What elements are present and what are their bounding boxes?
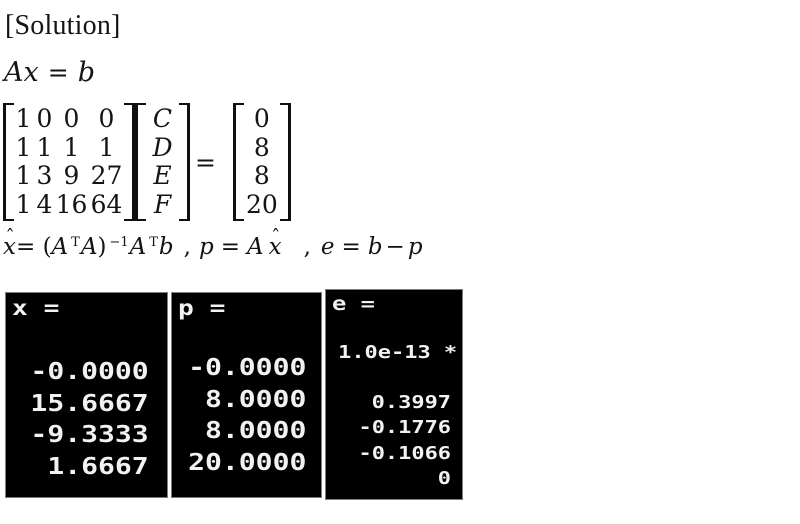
matrix-cell: 1 [15,189,32,219]
vector-cell: C [152,104,173,133]
vector-cell: 8 [253,161,270,190]
formula-A: A [129,234,147,260]
vector-cell: 8 [253,132,270,162]
matrix-cell: 27 [90,161,123,190]
formula-A: A [51,234,69,260]
value-line: 8.0000 [204,386,307,413]
left-bracket [135,103,146,221]
minus-sign: − [385,234,405,260]
matrix-cell: 1 [15,104,32,133]
hat-accent: ˆ [5,226,15,249]
panel-x-header: x = [12,296,60,320]
matrix-cell: 1 [15,161,32,190]
vector-b: 0 8 8 20 [232,103,291,221]
matrix-cell: 4 [36,189,53,219]
formula-b: b [158,234,174,260]
left-bracket [232,103,244,221]
transpose-sup: T [149,235,158,250]
value-line: -0.1776 [358,417,452,439]
vector-cell: F [153,189,172,219]
panel-x-values: -0.0000 15.6667 -9.3333 1.6667 [0,357,167,483]
matrix-cell: 9 [63,161,80,190]
vector-cell: 0 [253,104,270,133]
value-line: -0.0000 [188,355,307,381]
comma: , [303,234,311,260]
value-line: 0.3997 [371,392,452,413]
eq1-b: b [77,57,95,88]
close-paren: ) [97,234,107,260]
equals-sign: = [341,234,361,260]
vector-cell: 20 [245,189,278,219]
matrix-cell: 0 [63,104,80,133]
matrix-A-grid: 1 0 0 0 1 1 1 1 1 3 9 27 1 4 16 64 [14,103,124,221]
matrix-cell: 0 [98,104,115,133]
left-bracket [3,103,14,221]
matrix-equals-sign: = [195,147,216,177]
matrix-cell: 0 [36,104,53,133]
matrix-cell: 1 [63,132,80,162]
vector-cell: D [152,132,173,162]
eq1-Ax: Ax [4,57,39,88]
right-bracket [124,103,135,221]
panel-p-values: -0.0000 8.0000 8.0000 20.0000 [139,353,321,479]
value-line: 1.6667 [47,453,149,480]
matrix-cell: 1 [36,132,53,162]
matrix-cell: 16 [55,189,88,219]
right-bracket [279,103,291,221]
formula-equals-open: = ( [15,234,52,260]
equation-Ax-b: Ax = b [4,57,95,88]
console-panel-p: p = -0.0000 8.0000 8.0000 20.0000 [171,292,322,498]
formula-A: A [246,234,264,260]
console-panel-e: e = 1.0e-13 * 0.3997 -0.1776 -0.1066 0 [325,289,463,500]
value-line: 8.0000 [204,418,307,444]
solution-heading: [Solution] [5,10,121,41]
vector-cell: E [153,161,172,190]
panel-p-header: p = [178,296,226,320]
value-line: -9.3333 [30,422,149,448]
vector-unknowns: C D E F [135,103,190,221]
formula-p: p [407,234,423,260]
formula-A: A [80,234,98,260]
matrix-equation: 1 0 0 0 1 1 1 1 1 3 9 27 1 4 16 64 [3,103,291,221]
console-panel-x: x = -0.0000 15.6667 -9.3333 1.6667 [5,292,168,498]
value-line: 0 [437,467,452,489]
formula-b: b [367,234,383,260]
value-line: -0.1066 [358,442,452,464]
least-squares-formula: ˆ x= (A TA) −1A Tb, p = A ˆ x, e = b − p [3,226,423,260]
value-line: 15.6667 [30,390,149,417]
matrix-cell: 3 [36,161,53,190]
value-line: 20.0000 [188,449,307,476]
matrix-cell: 64 [90,189,123,219]
inverse-sup: −1 [109,235,129,250]
panel-e-values: 0.3997 -0.1776 -0.1066 0 [296,390,462,491]
matrix-A: 1 0 0 0 1 1 1 1 1 3 9 27 1 4 16 64 [3,103,135,221]
eq1-equals: = [47,58,69,87]
panel-e-header: e = [332,293,375,315]
value-line: -0.0000 [30,359,149,385]
transpose-sup: T [71,235,80,250]
hat-accent: ˆ [271,226,281,249]
comma: , [183,234,191,260]
formula-p: p [198,234,214,260]
equals-sign: = [220,234,240,260]
scale-multiplier: 1.0e-13 * [338,342,458,363]
right-bracket [179,103,190,221]
matrix-cell: 1 [98,132,115,162]
matrix-cell: 1 [15,132,32,162]
formula-e: e [320,234,335,260]
